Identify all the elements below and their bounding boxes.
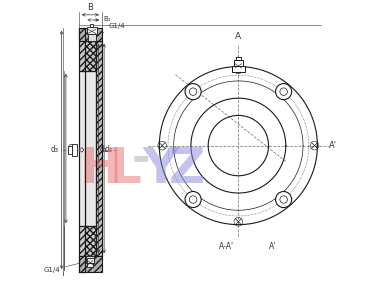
Polygon shape	[85, 226, 96, 256]
Circle shape	[280, 196, 287, 203]
Text: -: -	[132, 138, 150, 182]
Text: H: H	[80, 145, 121, 193]
FancyBboxPatch shape	[72, 144, 77, 156]
Polygon shape	[96, 41, 102, 256]
Text: L: L	[109, 145, 141, 193]
Polygon shape	[79, 28, 85, 71]
Polygon shape	[79, 71, 85, 226]
Circle shape	[185, 191, 201, 208]
Text: A': A'	[329, 141, 337, 150]
Text: d₂: d₂	[105, 145, 113, 154]
FancyBboxPatch shape	[232, 66, 245, 72]
Text: A: A	[235, 32, 241, 41]
Circle shape	[276, 84, 292, 100]
FancyBboxPatch shape	[86, 27, 97, 34]
Polygon shape	[79, 226, 85, 272]
Text: G1/4: G1/4	[44, 263, 82, 273]
FancyBboxPatch shape	[236, 57, 241, 60]
FancyBboxPatch shape	[86, 256, 94, 262]
FancyBboxPatch shape	[88, 34, 96, 41]
Circle shape	[276, 191, 292, 208]
FancyBboxPatch shape	[90, 24, 94, 27]
FancyBboxPatch shape	[87, 258, 94, 262]
FancyBboxPatch shape	[234, 60, 243, 66]
Polygon shape	[85, 41, 96, 71]
Text: Y: Y	[143, 145, 179, 193]
Text: Z: Z	[169, 145, 205, 193]
Text: A-A': A-A'	[219, 242, 235, 251]
Text: d₃: d₃	[51, 145, 59, 154]
Text: d₁: d₁	[99, 145, 107, 154]
Text: G1/4: G1/4	[102, 23, 126, 34]
Polygon shape	[79, 28, 102, 41]
Text: B₁: B₁	[103, 17, 111, 22]
FancyBboxPatch shape	[68, 146, 72, 154]
Polygon shape	[85, 71, 96, 226]
Polygon shape	[80, 148, 84, 152]
Circle shape	[185, 84, 201, 100]
FancyBboxPatch shape	[88, 262, 93, 267]
Circle shape	[280, 88, 287, 95]
Text: B: B	[88, 3, 93, 12]
Circle shape	[190, 196, 197, 203]
Text: A': A'	[269, 242, 277, 251]
Polygon shape	[79, 256, 102, 272]
Text: G: G	[67, 144, 73, 153]
Circle shape	[190, 88, 197, 95]
